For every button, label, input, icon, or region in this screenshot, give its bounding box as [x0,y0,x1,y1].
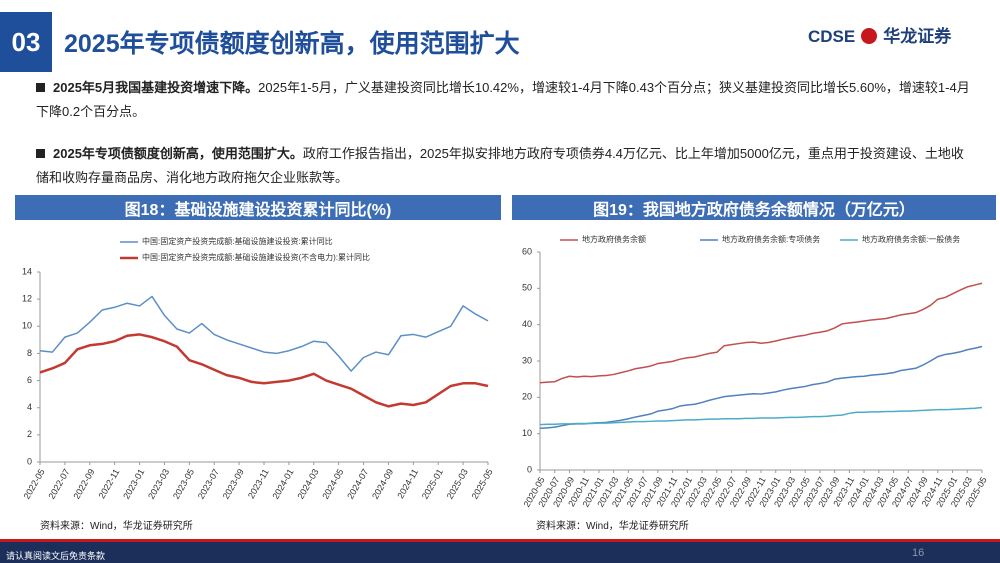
x-tick-label: 2024-07 [345,467,370,501]
chart-title: 图18：基础设施建设投资累计同比(%) [15,195,501,220]
bullet-square [36,149,45,158]
legend-label: 中国:固定资产投资完成额:基础设施建设投资(不含电力):累计同比 [142,252,370,262]
source: 资料来源：Wind，华龙证券研究所 [536,521,689,532]
x-tick-label: 2023-01 [121,467,146,501]
x-tick-label: 2025-05 [470,467,495,501]
x-tick-label: 2023-09 [221,467,246,501]
series-line [39,333,489,408]
y-tick-label: 0 [527,464,532,474]
x-tick-label: 2024-05 [320,467,345,501]
footer-bar [0,539,1000,563]
source: 资料来源：Wind，华龙证券研究所 [40,521,193,532]
x-tick-label: 2024-01 [271,467,296,501]
logo-text: CDSE [808,27,856,46]
x-tick-label: 2025-01 [420,467,445,501]
x-tick-label: 2024-11 [395,467,420,500]
chart-title: 图19：我国地方政府债务余额情况（万亿元） [512,195,996,220]
y-tick-label: 10 [522,428,532,438]
x-tick-label: 2024-09 [370,467,395,501]
y-tick-label: 20 [522,392,532,402]
y-tick-label: 50 [522,283,532,293]
bullet-square [36,83,45,92]
y-tick-label: 4 [27,402,32,412]
series-line [39,295,489,372]
legend-label: 中国:固定资产投资完成额:基础设施建设投资:累计同比 [142,236,333,246]
x-tick-label: 2023-03 [146,467,171,501]
chart: 01020304050602020-052020-072020-092020-1… [522,234,989,509]
bullet-bold: 2025年5月我国基建投资增速下降。 [53,80,259,95]
y-tick-label: 30 [522,355,532,365]
x-tick-label: 2023-11 [246,467,271,500]
bullet: 2025年专项债额度创新高，使用范围扩大。政府工作报告指出，2025年拟安排地方… [36,142,976,190]
series-line [539,345,983,429]
legend-label: 地方政府债务余额 [582,234,646,244]
logo-mark [861,28,878,44]
legend-label: 地方政府债务余额:一般债务 [862,234,960,244]
x-tick-label: 2022-11 [97,467,122,500]
x-tick-label: 2022-09 [71,467,96,501]
x-tick-label: 2023-07 [196,467,221,501]
y-tick-label: 8 [27,348,32,358]
slide-title: 2025年专项债额度创新高，使用范围扩大 [64,30,520,58]
legend-label: 地方政府债务余额:专项债务 [722,234,820,244]
x-tick-label: 2023-05 [171,467,196,501]
y-tick-label: 6 [27,375,32,385]
section-number: 03 [0,12,52,72]
x-tick-label: 2022-07 [47,467,72,501]
y-tick-label: 2 [27,429,32,439]
brand: 华龙证券 [883,27,952,46]
x-tick-label: 2025-03 [445,467,470,501]
y-tick-label: 14 [22,266,32,276]
page-number: 16 [912,547,925,559]
y-tick-label: 60 [522,246,532,256]
logo: CDSE 华龙证券 [808,22,951,47]
bullet-bold: 2025年专项债额度创新高，使用范围扩大。 [53,146,303,161]
y-tick-label: 10 [22,321,32,331]
bullet-text: 政府工作报告指出，2025年拟安排地方政府专项债券4.4万亿元、比上年增加500… [36,146,964,185]
series-line [539,406,983,426]
x-tick-label: 2024-03 [295,467,320,501]
y-tick-label: 40 [522,319,532,329]
bullet: 2025年5月我国基建投资增速下降。2025年1-5月，广义基建投资同比增长10… [36,76,976,124]
bullet-text: 2025年1-5月，广义基建投资同比增长10.42%，增速较1-4月下降0.43… [36,80,970,119]
x-tick-label: 2022-05 [22,467,47,501]
y-tick-label: 12 [22,294,32,304]
y-tick-label: 0 [27,456,32,466]
disclaimer: 请认真阅读文后免责条款 [6,551,106,561]
series-line [539,282,983,384]
